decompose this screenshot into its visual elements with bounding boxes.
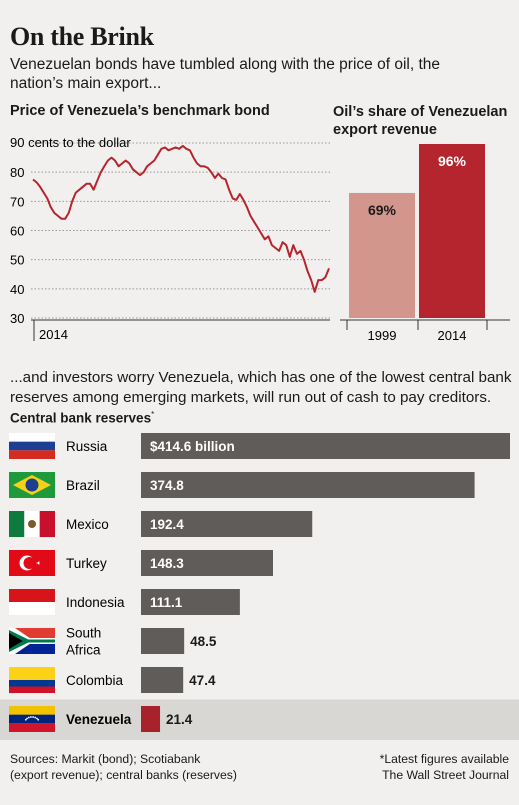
country-label: Colombia [66,673,124,688]
flag-star [26,717,28,720]
credit-note: *Latest figures available The Wall Stree… [380,751,509,783]
flag-band [9,680,55,687]
turkey-flag-icon [9,550,55,576]
reserves-chart-title: Central bank reserves* [10,410,154,426]
bond-y-unit-label: 90 cents to the dollar [10,135,131,150]
flag-band [9,686,55,693]
footnote-mark: * [151,410,155,419]
bond-y-ticks: 80 70 60 50 40 30 [10,165,24,326]
bond-y-tick-label: 70 [10,194,24,209]
reserve-bar-mexico [141,511,313,537]
highlight-row [0,699,519,740]
indonesia-flag-icon [9,589,55,615]
sources-line-2: (export revenue); central banks (reserve… [10,768,237,782]
flag-stripe [9,589,55,602]
country-label: Venezuela [66,712,132,727]
country-label: Brazil [66,478,100,493]
country-label: Indonesia [66,595,125,610]
country-label: South [66,626,101,641]
flag-stripe [9,602,55,615]
reserve-bar-turkey [141,550,273,576]
reserve-value-label: $414.6 billion [150,439,235,454]
publisher-credit: The Wall Street Journal [382,768,509,782]
country-label: Turkey [66,556,107,571]
bond-y-tick-label: 50 [10,253,24,268]
footnote-text: *Latest figures available [379,752,509,766]
bond-y-tick-label: 60 [10,224,24,239]
reserves-chart: Russia $414.6 billion Brazil 374.8 Mexico 192… [0,433,519,740]
flag-pall [9,630,55,652]
venezuela-flag-icon [9,706,55,732]
reserve-bar-russia [141,433,510,459]
brazil-flag-icon [9,472,55,498]
bond-y-tick-label: 40 [10,282,24,297]
flag-star [30,716,32,718]
sources-line-1: Sources: Markit (bond); Scotiabank [10,752,201,766]
reserve-bar-south-africa [141,628,185,654]
flag-stripe [9,706,55,715]
flag-star [32,716,34,718]
oil-category-label: 1999 [368,328,397,343]
oil-bar-2014 [419,144,485,318]
country-label: Africa [66,643,101,658]
reserve-bar-venezuela [141,706,161,732]
oil-bars: 69% 1999 96% 2014 [340,144,510,343]
reserve-value-label: 192.4 [150,517,184,532]
flag-star [27,716,30,719]
flag-band [39,511,55,537]
bond-y-tick-label: 30 [10,311,24,326]
flag-star [36,717,38,720]
bond-grid [31,142,330,321]
flag-stripe [9,450,55,459]
colombia-flag-icon [9,667,55,693]
country-label: Russia [66,439,108,454]
sources-note: Sources: Markit (bond); Scotiabank (expo… [10,751,237,783]
oil-category-label: 2014 [438,328,467,343]
flag-globe [25,478,39,492]
reserve-value-label: 48.5 [190,634,217,649]
flag-star [34,716,37,719]
bond-chart-title: Price of Venezuela’s benchmark bond [10,103,270,119]
reserve-value-label: 374.8 [150,478,184,493]
page-title: On the Brink [10,22,154,51]
reserve-bar-brazil [141,472,475,498]
flag-stripe [9,433,55,442]
flag-stripe [9,714,55,724]
reserve-value-label: 47.4 [189,673,216,688]
reserves-intro: ...and investors worry Venezuela, which … [10,369,512,406]
flag-crescent-cut [23,557,36,569]
flag-star [37,718,40,721]
top-charts: 80 70 60 50 40 30 90 cents to the dollar 2014… [10,135,510,343]
country-label: Mexico [66,517,109,532]
reserves-title-text: Central bank reserves [10,410,152,426]
reserve-value-label: 21.4 [166,712,193,727]
reserve-value-label: 111.1 [150,595,183,610]
page-subtitle: Venezuelan bonds have tumbled along with… [10,56,440,92]
flag-stripe [9,441,55,451]
bond-y-tick-label: 80 [10,165,24,180]
mexico-flag-icon [9,511,55,537]
reserve-bar-indonesia [141,589,240,615]
flag-triangle [9,633,23,649]
flag-stripe [9,723,55,732]
bond-line [32,144,330,293]
flag-emblem [28,520,36,528]
oil-chart-title: Oil’s share of Venezuelan export revenue [333,104,508,138]
south-africa-flag-icon [9,628,55,654]
oil-bar-value-label: 69% [368,202,397,218]
flag-band [9,667,55,680]
flag-star [24,718,27,721]
reserve-bar-colombia [141,667,184,693]
reserve-value-label: 148.3 [150,556,184,571]
oil-bar-value-label: 96% [438,153,467,169]
bond-x-label: 2014 [39,327,68,342]
flag-band [9,511,25,537]
russia-flag-icon [9,433,55,459]
flag-star [36,561,40,565]
oil-bar-1999 [349,192,415,318]
